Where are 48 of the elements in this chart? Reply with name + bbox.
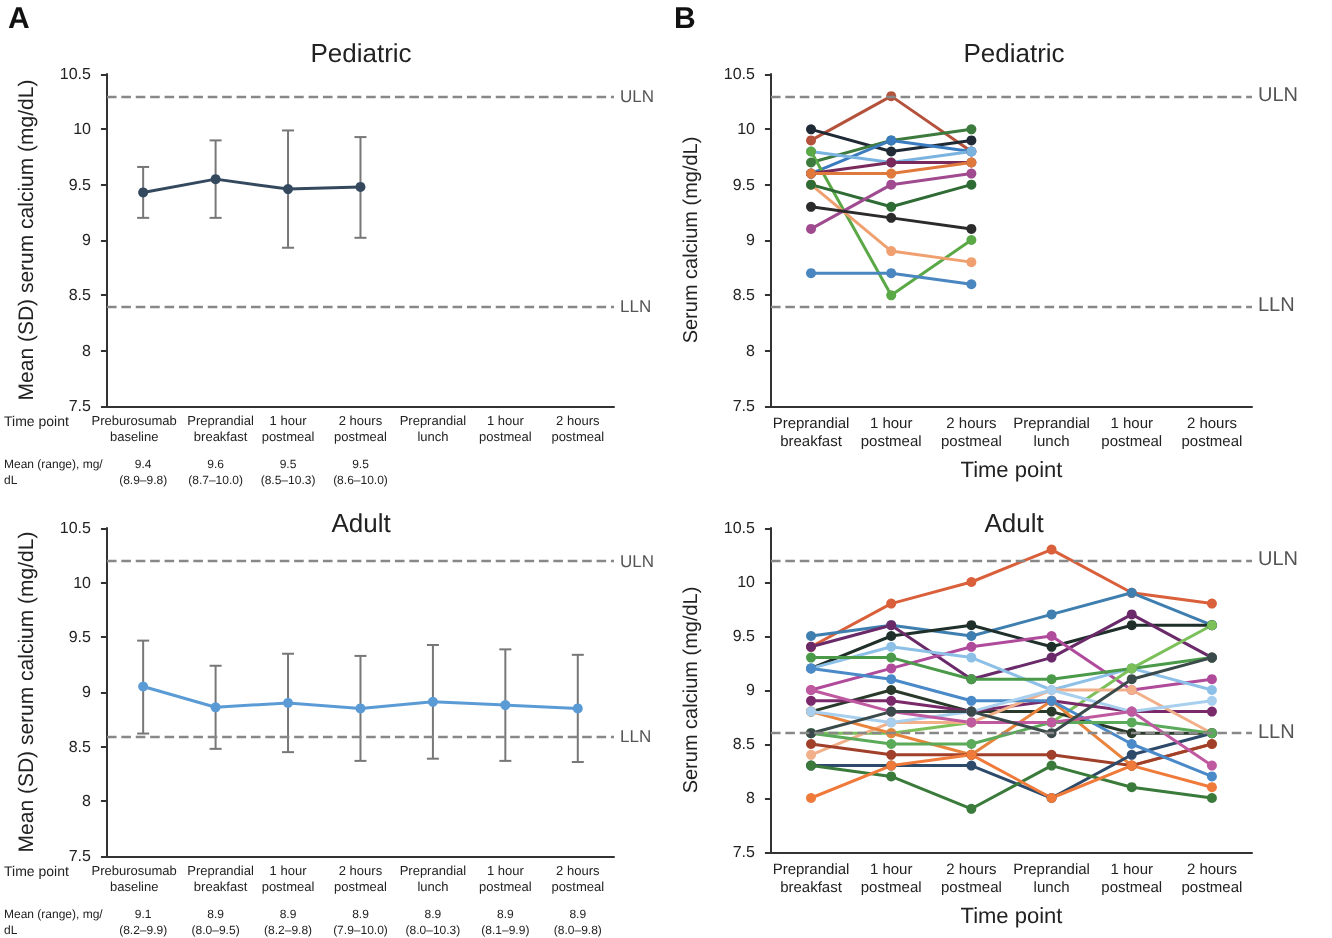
y-tick-label: 8.5 [68, 737, 93, 756]
y-tick-label: 9 [82, 231, 93, 249]
x-axis-title: Time point [960, 905, 1063, 929]
ref-line-label: ULN [620, 550, 655, 571]
text: A [8, 2, 30, 36]
y-tick-label: 10 [73, 120, 93, 139]
ref-line-label: LLN [1258, 295, 1295, 318]
y-tick-label: 10.5 [59, 519, 93, 537]
text: B [674, 2, 696, 36]
chart-title: Adult [984, 508, 1045, 538]
y-tick-label: 9 [82, 683, 93, 701]
ref-line-label: LLN [1258, 722, 1295, 745]
chart-title: Pediatric [310, 38, 413, 68]
y-tick-label: 10 [73, 573, 93, 592]
y-tick-label: 7.5 [732, 397, 757, 415]
y-axis-title: Mean (SD) serum calcium (mg/dL) [15, 531, 39, 853]
y-tick-label: 7.5 [732, 843, 757, 861]
ref-line-label: ULN [1258, 549, 1299, 572]
y-tick-label: 9.5 [732, 627, 757, 645]
y-tick-label: 8 [82, 792, 93, 811]
y-tick-label: 9 [746, 681, 757, 699]
y-tick-label: 7.5 [68, 847, 93, 865]
y-tick-label: 8 [746, 789, 757, 807]
y-tick-label: 9.5 [68, 175, 93, 194]
y-axis-title: Serum calcium (mg/dL) [681, 586, 703, 794]
ref-line-label: LLN [620, 296, 652, 317]
y-tick-label: 8.5 [732, 735, 757, 753]
y-axis-title: Mean (SD) serum calcium (mg/dL) [15, 79, 39, 401]
y-tick-label: 8 [746, 341, 757, 360]
y-tick-label: 10.5 [723, 519, 757, 537]
y-tick-label: 8.5 [68, 286, 93, 305]
y-tick-label: 9.5 [732, 175, 757, 194]
y-tick-label: 7.5 [68, 397, 93, 415]
y-tick-label: 10.5 [723, 65, 757, 83]
x-axis-title: Time point [960, 459, 1063, 483]
chart-title: Adult [331, 508, 392, 538]
chart-title: Pediatric [963, 38, 1066, 68]
y-axis-title: Serum calcium (mg/dL) [681, 136, 703, 344]
y-tick-label: 10.5 [59, 65, 93, 83]
y-tick-label: 8.5 [732, 286, 757, 305]
ref-line-label: ULN [1258, 85, 1299, 108]
y-tick-label: 9.5 [68, 628, 93, 647]
y-tick-label: 10 [737, 573, 757, 591]
y-tick-label: 8 [82, 341, 93, 360]
ref-line-label: ULN [620, 86, 655, 107]
y-tick-label: 9 [746, 231, 757, 249]
y-tick-label: 10 [737, 120, 757, 139]
ref-line-label: LLN [620, 725, 652, 746]
